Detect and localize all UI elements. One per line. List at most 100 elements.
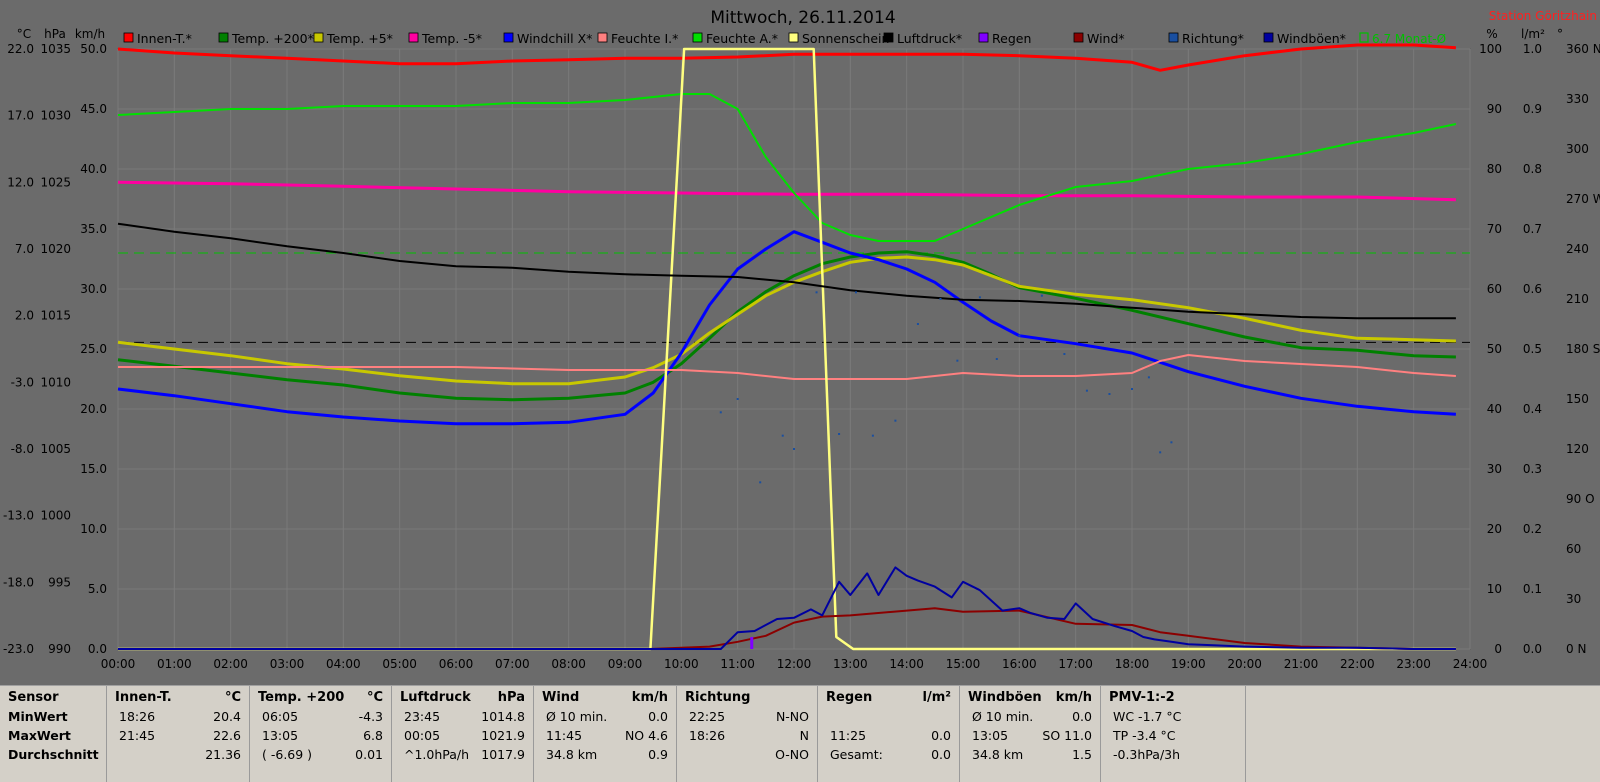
stats-row: 21.36 (107, 745, 249, 764)
rain-tick-label: 0.0 (1523, 642, 1542, 656)
stats-row: ( -6.69 ) 0.01 (250, 745, 391, 764)
stats-header: PMV-1:-2 (1109, 690, 1175, 705)
x-tick-label: 01:00 (157, 657, 192, 671)
stats-row: 11:25 0.0 (818, 726, 959, 745)
stats-header: Sensor (8, 690, 59, 705)
x-tick-label: 06:00 (439, 657, 474, 671)
rain-tick-label: 0.5 (1523, 342, 1542, 356)
direction-tick-label: 240 (1566, 242, 1589, 256)
direction-point (1063, 353, 1066, 355)
stats-header-row: PMV-1:-2 (1101, 688, 1245, 707)
unit-temp: °C (17, 27, 31, 41)
legend-label: Feuchte A.* (706, 31, 778, 46)
temp-tick-label: -8.0 (11, 442, 34, 456)
stats-column: Innen-T. °C 18:26 20.4 21:45 22.6 21.36 (107, 686, 250, 782)
legend-label: Feuchte I.* (611, 31, 678, 46)
temp-tick-label: -13.0 (3, 509, 34, 523)
humidity-tick-label: 90 (1487, 102, 1502, 116)
stats-column: PMV-1:-2 WC -1.7 °C TP -3.4 °C -0.3hPa/3h (1101, 686, 1246, 782)
stats-row: Durchschnitt (0, 745, 106, 764)
series-line-temp200 (117, 250, 1456, 402)
wind-tick-label: 40.0 (80, 162, 107, 176)
wind-tick-label: 25.0 (80, 342, 107, 356)
legend-swatch (978, 32, 989, 43)
pressure-tick-label: 1020 (40, 242, 71, 256)
stats-row: 11:45 NO 4.6 (534, 726, 676, 745)
wind-tick-label: 30.0 (80, 282, 107, 296)
wind-tick-label: 20.0 (80, 402, 107, 416)
stats-value: 1.5 (1072, 747, 1092, 762)
x-tick-label: 21:00 (1284, 657, 1319, 671)
x-tick-label: 00:00 (101, 657, 136, 671)
x-tick-label: 16:00 (1002, 657, 1037, 671)
stats-label: ( -6.69 ) (262, 747, 313, 762)
stats-row: MaxWert (0, 726, 106, 745)
temp-tick-label: 22.0 (7, 42, 34, 56)
rain-tick-label: 0.4 (1523, 402, 1542, 416)
stats-row: Gesamt: 0.0 (818, 745, 959, 764)
direction-point (871, 434, 874, 437)
pressure-tick-label: 995 (48, 575, 71, 589)
stats-label: 34.8 km (546, 747, 598, 762)
pressure-tick-label: 990 (48, 642, 71, 656)
stats-value: 20.4 (213, 709, 241, 724)
pressure-tick-label: 1015 (40, 309, 71, 323)
legend-label: Windböen* (1277, 31, 1346, 46)
stats-row: Ø 10 min. 0.0 (534, 707, 676, 726)
humidity-tick-label: 100 (1479, 42, 1502, 56)
stats-column: Luftdruck hPa 23:45 1014.8 00:05 1021.9 ^1.0hP… (392, 686, 534, 782)
x-tick-label: 02:00 (213, 657, 248, 671)
direction-point (781, 434, 784, 437)
x-tick-label: 18:00 (1115, 657, 1150, 671)
legend-label: Innen-T.* (137, 31, 192, 46)
direction-point (916, 323, 919, 325)
direction-point (1159, 451, 1162, 454)
x-tick-label: 19:00 (1171, 657, 1206, 671)
direction-point (1170, 441, 1173, 444)
x-tick-label: 03:00 (270, 657, 305, 671)
stats-value: 0.0 (931, 728, 951, 743)
direction-point (1018, 334, 1021, 337)
x-tick-label: 23:00 (1396, 657, 1431, 671)
stats-row: MinWert (0, 707, 106, 726)
pressure-tick-label: 1035 (40, 42, 71, 56)
direction-tick-label: 180 S (1566, 342, 1600, 356)
temp-tick-label: 2.0 (15, 309, 34, 323)
stats-unit: l/m² (922, 690, 951, 705)
legend-swatch (692, 32, 703, 43)
series-line-feuchtei (118, 354, 1456, 380)
stats-label: ^1.0hPa/h (404, 747, 470, 762)
stats-column: Regen l/m² 11:25 0.0 Gesamt: 0.0 (818, 686, 960, 782)
legend-label: Temp. +5* (326, 31, 393, 46)
direction-point (719, 411, 722, 414)
direction-tick-label: 150 (1566, 392, 1589, 406)
humidity-tick-label: 20 (1487, 522, 1502, 536)
x-tick-label: 24:00 (1453, 657, 1488, 671)
x-tick-label: 17:00 (1058, 657, 1093, 671)
direction-tick-label: 210 (1566, 292, 1589, 306)
direction-point (838, 433, 841, 435)
wind-tick-label: 45.0 (80, 102, 107, 116)
direction-point (1085, 389, 1088, 392)
stats-label: 11:25 (830, 728, 867, 743)
direction-tick-label: 0 N (1566, 642, 1586, 656)
stats-label: 13:05 (972, 728, 1009, 743)
stats-label: Durchschnitt (8, 747, 99, 762)
stats-label: 13:05 (262, 728, 299, 743)
stats-header-row: Temp. +200 °C (250, 688, 391, 707)
series-line-temp5 (117, 255, 1456, 386)
stats-value: 0.0 (1072, 709, 1092, 724)
unit-rain: l/m² (1521, 27, 1545, 41)
direction-tick-label: 90 O (1566, 492, 1595, 506)
stats-value: NO 4.6 (624, 728, 668, 743)
stats-label: 11:45 (546, 728, 583, 743)
stats-header-row: Luftdruck hPa (392, 688, 533, 707)
x-tick-label: 05:00 (382, 657, 417, 671)
legend-swatch (218, 32, 229, 43)
stats-unit: km/h (631, 690, 668, 705)
stats-header-row: Wind km/h (534, 688, 676, 707)
humidity-tick-label: 40 (1487, 402, 1502, 416)
series-line-luftdruck (117, 222, 1456, 320)
x-tick-label: 04:00 (326, 657, 361, 671)
stats-row: TP -3.4 °C (1101, 726, 1245, 745)
